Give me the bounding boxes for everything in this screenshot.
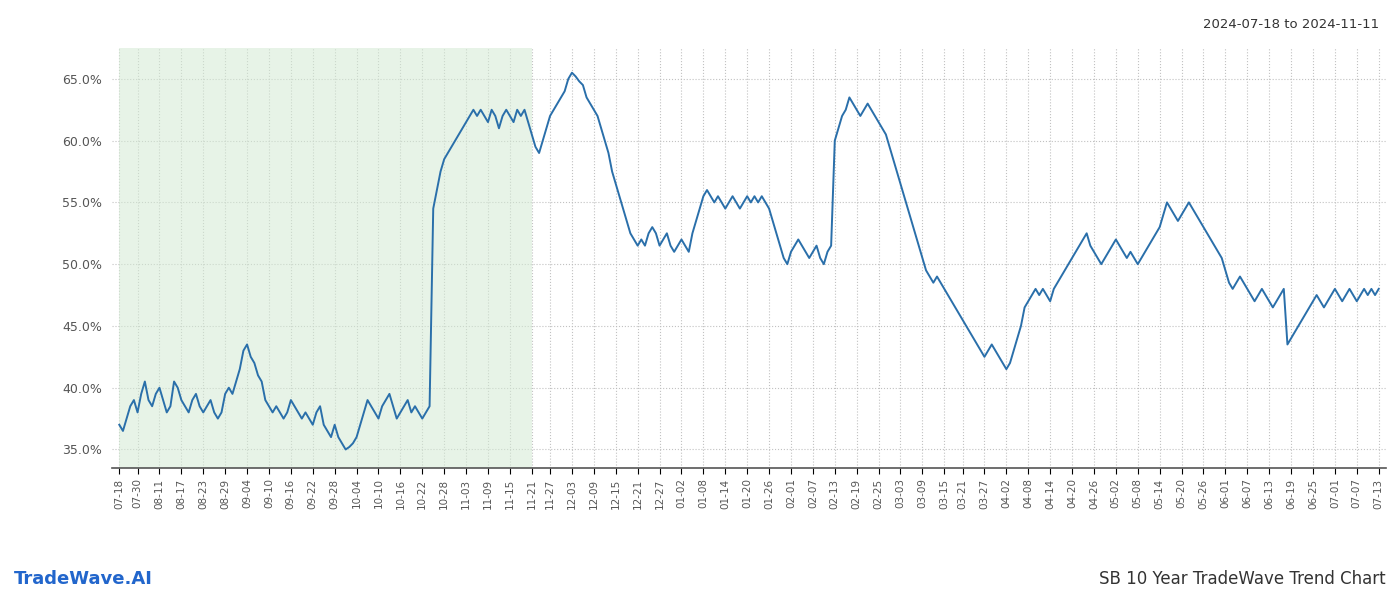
Text: TradeWave.AI: TradeWave.AI: [14, 570, 153, 588]
Text: 2024-07-18 to 2024-11-11: 2024-07-18 to 2024-11-11: [1203, 18, 1379, 31]
Bar: [119, 48, 532, 468]
Text: SB 10 Year TradeWave Trend Chart: SB 10 Year TradeWave Trend Chart: [1099, 570, 1386, 588]
